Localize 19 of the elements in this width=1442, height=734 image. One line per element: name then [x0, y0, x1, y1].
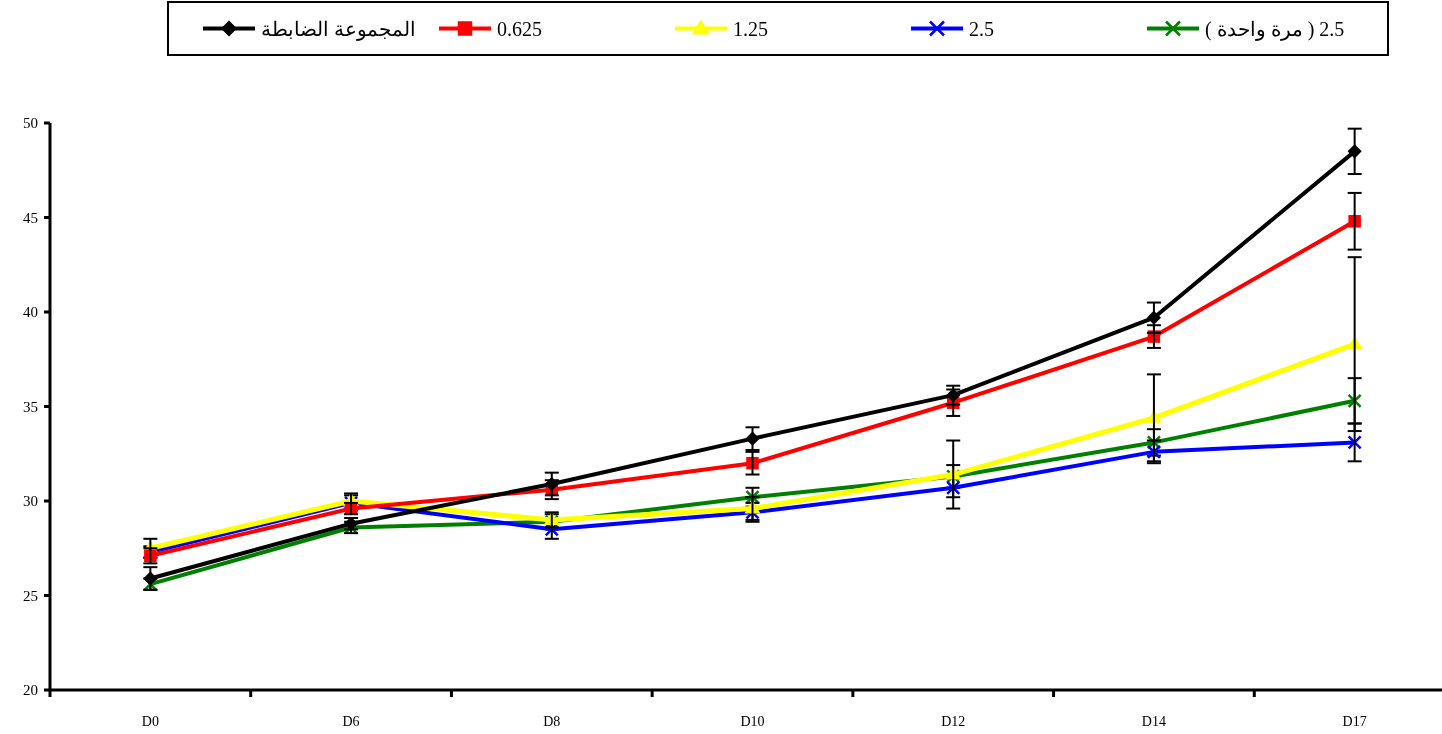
x-tick-label: D0 — [141, 714, 159, 729]
y-tick-label: 40 — [23, 304, 38, 320]
x-tick-label: D8 — [543, 714, 561, 729]
y-tick-label: 30 — [23, 493, 38, 509]
legend-label: المجموعة الضابطة — [261, 17, 416, 41]
y-tick-label: 45 — [23, 209, 38, 226]
y-tick-label: 50 — [23, 115, 38, 131]
y-tick-label: 20 — [23, 682, 38, 698]
x-tick-label: D12 — [941, 714, 966, 729]
x-tick-label: D10 — [740, 714, 765, 729]
legend-label: 2.5 ( مرة واحدة ) — [1205, 17, 1345, 41]
legend-label: 1.25 — [733, 17, 768, 40]
x-tick-label: D6 — [342, 714, 360, 729]
x-tick-label: D17 — [1342, 714, 1367, 729]
legend-label: 2.5 — [969, 17, 994, 40]
y-tick-label: 35 — [23, 398, 38, 415]
y-tick-label: 25 — [23, 587, 38, 604]
x-tick-label: D14 — [1141, 714, 1166, 729]
legend-label: 0.625 — [497, 17, 542, 40]
